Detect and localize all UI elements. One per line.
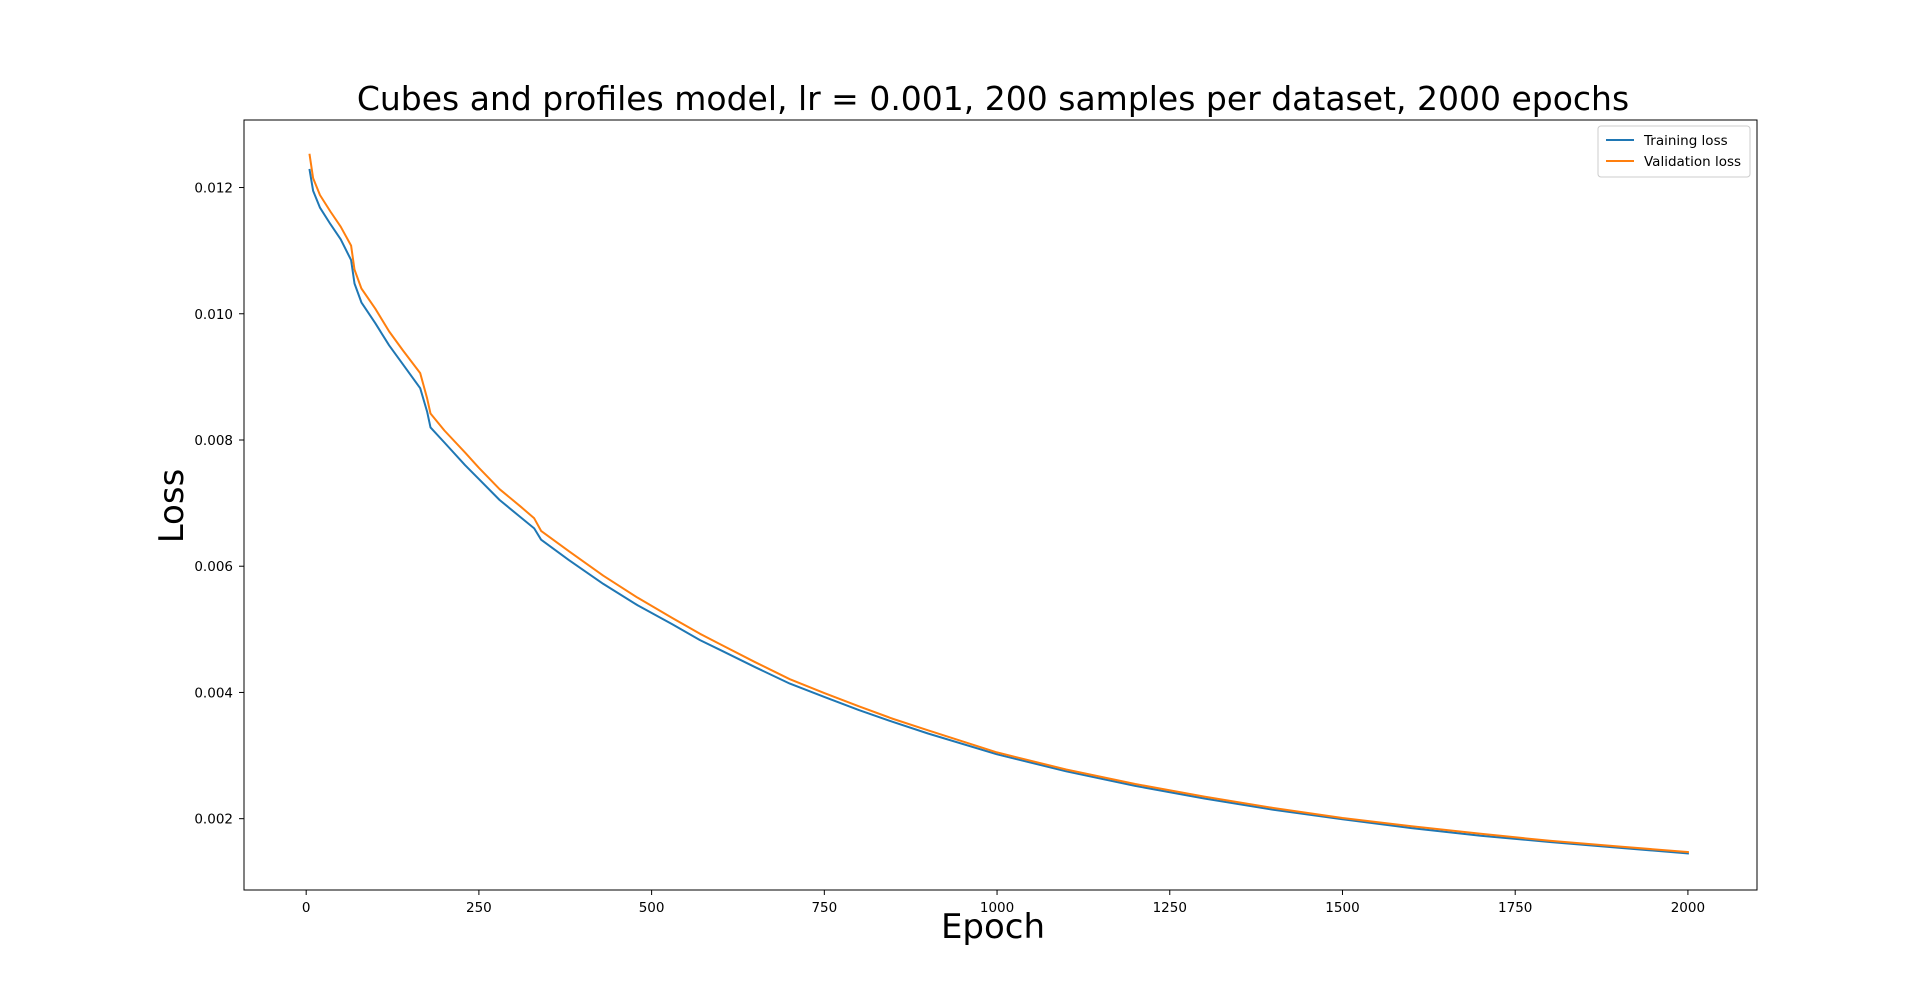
y-tick-label: 0.002 — [194, 812, 233, 828]
y-tick-label: 0.010 — [194, 307, 233, 323]
legend-label-validation-loss: Validation loss — [1644, 154, 1741, 170]
chart-title: Cubes and profiles model, lr = 0.001, 20… — [357, 79, 1629, 118]
y-tick-label: 0.008 — [194, 433, 233, 449]
y-tick-label: 0.006 — [194, 559, 233, 575]
series-line-training-loss — [308, 168, 1689, 855]
x-axis-label: Epoch — [941, 907, 1045, 947]
plot-frame — [243, 119, 1758, 891]
x-tick-label: 1250 — [1153, 900, 1187, 916]
x-tick-label: 1500 — [1325, 900, 1359, 916]
x-tick-label: 500 — [639, 900, 665, 916]
x-tick-label: 1000 — [980, 900, 1014, 916]
x-tick-label: 750 — [811, 900, 837, 916]
x-tick-label: 250 — [466, 900, 492, 916]
legend: Training loss Validation loss — [1597, 125, 1751, 178]
legend-box — [1597, 125, 1751, 178]
plot-area: 0 250 500 750 1000 1250 1500 1750 2000 0.002 0.004… — [194, 119, 1758, 916]
series-line-validation-loss — [308, 153, 1689, 854]
x-tick-label: 0 — [302, 900, 311, 916]
y-axis-label: Loss — [152, 469, 192, 544]
x-tick-label: 1750 — [1498, 900, 1532, 916]
x-tick-label: 2000 — [1671, 900, 1705, 916]
legend-label-training-loss: Training loss — [1643, 133, 1728, 149]
y-tick-label: 0.004 — [194, 685, 233, 701]
y-tick-label: 0.012 — [194, 181, 233, 197]
